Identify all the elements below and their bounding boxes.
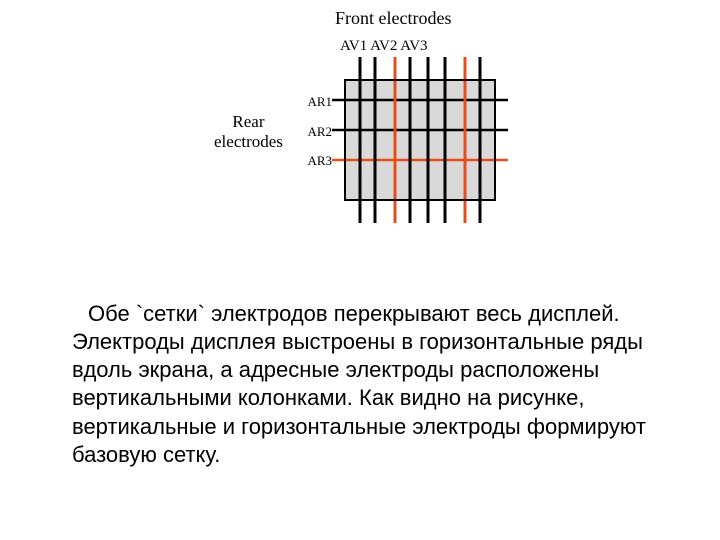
front-electrode-labels: AV1 AV2 AV3 — [340, 38, 428, 55]
front-electrodes-title: Front electrodes — [335, 8, 451, 29]
description-paragraph: Обе `сетки` электродов перекрывают весь … — [72, 300, 648, 469]
electrode-grid — [310, 55, 530, 230]
rear-title-line1: Rear — [232, 112, 264, 131]
electrode-diagram: Front electrodes AV1 AV2 AV3 Rear electr… — [210, 0, 560, 240]
